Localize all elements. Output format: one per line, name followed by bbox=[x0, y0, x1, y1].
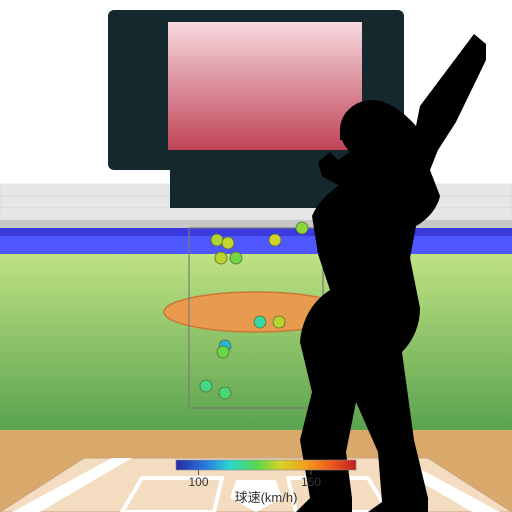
chart-svg: 100 150球速(km/h) bbox=[0, 0, 512, 512]
legend-tick-label: 100 bbox=[188, 475, 208, 489]
pitch-marker bbox=[254, 316, 266, 328]
pitch-marker bbox=[219, 387, 231, 399]
pitch-marker bbox=[269, 234, 281, 246]
legend-tick-label: 150 bbox=[301, 475, 321, 489]
pitch-marker bbox=[200, 380, 212, 392]
pitch-location-chart: 100 150球速(km/h) bbox=[0, 0, 512, 512]
pitch-marker bbox=[217, 346, 229, 358]
pitch-marker bbox=[211, 234, 223, 246]
pitch-marker bbox=[230, 252, 242, 264]
pitch-marker bbox=[222, 237, 234, 249]
pitch-marker bbox=[215, 252, 227, 264]
pitch-marker bbox=[273, 316, 285, 328]
legend-colorbar bbox=[176, 460, 356, 470]
legend-title: 球速(km/h) bbox=[235, 490, 298, 505]
pitch-marker bbox=[296, 222, 308, 234]
